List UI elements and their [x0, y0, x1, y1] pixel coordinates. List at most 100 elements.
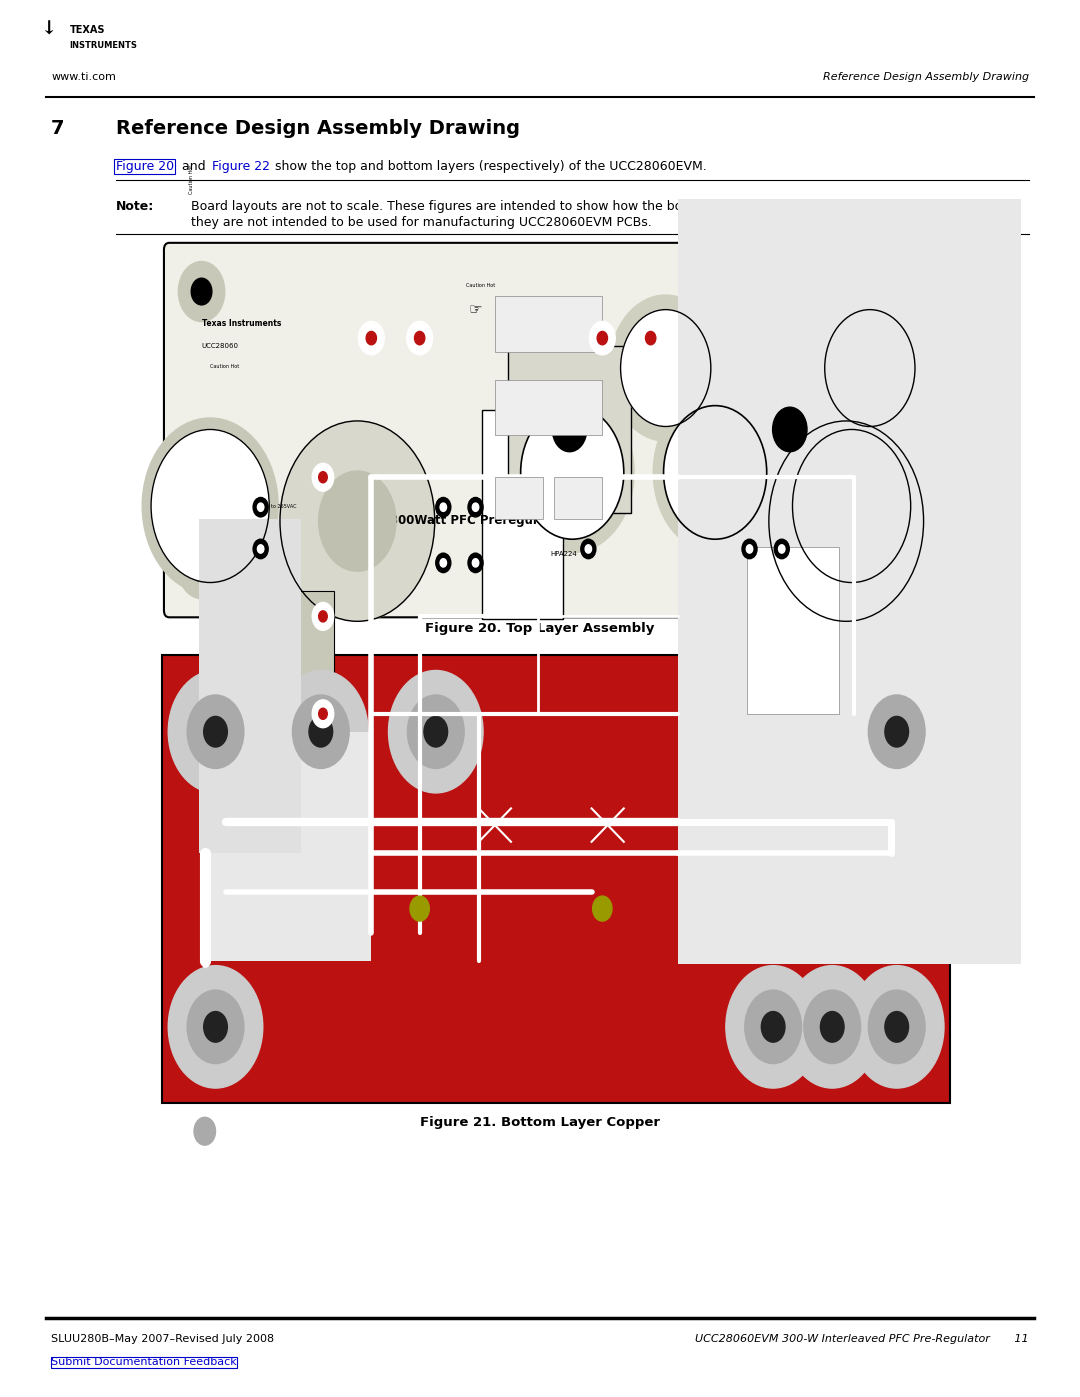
Text: Figure 21. Bottom Layer Copper: Figure 21. Bottom Layer Copper	[420, 1116, 660, 1129]
Circle shape	[312, 602, 334, 630]
Circle shape	[312, 700, 334, 728]
Circle shape	[868, 694, 926, 768]
Circle shape	[204, 1011, 227, 1042]
Circle shape	[769, 420, 923, 622]
Text: UCC28060: UCC28060	[202, 344, 239, 349]
Circle shape	[187, 990, 244, 1063]
Circle shape	[590, 321, 616, 355]
Circle shape	[850, 671, 944, 793]
Circle shape	[885, 1011, 908, 1042]
Bar	[508, 346, 632, 513]
Bar	[495, 296, 603, 352]
Circle shape	[319, 472, 327, 483]
Text: TEXAS: TEXAS	[69, 25, 105, 35]
Circle shape	[825, 310, 915, 426]
Circle shape	[309, 717, 333, 747]
Text: Note:: Note:	[116, 200, 153, 212]
Circle shape	[468, 553, 483, 573]
Circle shape	[389, 671, 483, 793]
Text: 12Vdc IC Bias: 12Vdc IC Bias	[706, 552, 744, 557]
Circle shape	[638, 321, 663, 355]
Circle shape	[280, 420, 435, 622]
Circle shape	[312, 464, 334, 492]
Circle shape	[151, 429, 269, 583]
Circle shape	[868, 990, 926, 1063]
Circle shape	[883, 715, 909, 749]
Circle shape	[597, 331, 607, 345]
Circle shape	[609, 295, 723, 441]
Bar	[276, 606, 298, 619]
Circle shape	[410, 895, 430, 921]
Circle shape	[581, 539, 596, 559]
Circle shape	[435, 553, 450, 573]
Circle shape	[726, 965, 821, 1088]
Circle shape	[663, 405, 767, 539]
Text: 1: 1	[843, 511, 849, 517]
Text: Maximum Load 0.77A: Maximum Load 0.77A	[755, 298, 812, 302]
Circle shape	[885, 717, 908, 747]
Circle shape	[821, 1011, 845, 1042]
Circle shape	[257, 545, 264, 553]
Circle shape	[521, 405, 624, 539]
Circle shape	[424, 717, 447, 747]
Circle shape	[143, 418, 279, 594]
Circle shape	[191, 555, 212, 583]
Text: Reference Design Assembly Drawing: Reference Design Assembly Drawing	[823, 73, 1029, 82]
Bar	[747, 546, 839, 714]
Circle shape	[415, 331, 424, 345]
Circle shape	[293, 694, 349, 768]
Circle shape	[785, 965, 879, 1088]
Circle shape	[366, 331, 377, 345]
Bar	[269, 705, 282, 729]
Text: Reference Design Assembly Drawing: Reference Design Assembly Drawing	[116, 119, 519, 138]
Circle shape	[253, 539, 268, 559]
Circle shape	[621, 310, 711, 426]
Text: Board layouts are not to scale. These figures are intended to show how the board: Board layouts are not to scale. These fi…	[191, 200, 772, 212]
Text: Submit Documentation Feedback: Submit Documentation Feedback	[51, 1358, 237, 1368]
Bar	[495, 478, 543, 518]
Bar	[677, 198, 1022, 964]
Circle shape	[646, 331, 656, 345]
Text: Caution Hot: Caution Hot	[189, 165, 193, 194]
Text: Texas Instruments: Texas Instruments	[202, 320, 281, 328]
Text: 1: 1	[355, 511, 360, 517]
Circle shape	[888, 539, 934, 599]
Text: 300Watt PFC Preregulator: 300Watt PFC Preregulator	[390, 514, 564, 527]
Circle shape	[191, 278, 212, 305]
Text: Input 85VAC to 265VAC: Input 85VAC to 265VAC	[239, 504, 297, 509]
Text: Caution Hot: Caution Hot	[827, 284, 856, 288]
Circle shape	[585, 545, 592, 553]
Circle shape	[407, 321, 433, 355]
Circle shape	[468, 497, 483, 517]
Text: C2: C2	[566, 468, 578, 476]
Circle shape	[253, 497, 268, 517]
Bar	[200, 518, 301, 854]
Circle shape	[194, 1118, 216, 1146]
Bar	[211, 591, 334, 696]
Circle shape	[440, 503, 446, 511]
Bar	[239, 535, 260, 549]
Text: Figure 22: Figure 22	[213, 161, 270, 173]
Circle shape	[653, 393, 777, 553]
Bar	[285, 705, 298, 729]
Text: they are not intended to be used for manufacturing UCC28060EVM PCBs.: they are not intended to be used for man…	[191, 217, 651, 229]
Circle shape	[257, 503, 264, 511]
Bar	[495, 380, 603, 436]
Bar	[554, 478, 603, 518]
Text: Caution Hot: Caution Hot	[465, 284, 495, 288]
Text: Output 390V: Output 390V	[755, 281, 789, 285]
Bar	[162, 655, 950, 1104]
Circle shape	[359, 321, 384, 355]
Circle shape	[774, 539, 789, 559]
Text: VOUT: VOUT	[660, 327, 677, 331]
Bar	[237, 705, 249, 729]
Circle shape	[472, 559, 478, 567]
Circle shape	[511, 393, 634, 553]
Circle shape	[850, 965, 944, 1088]
Circle shape	[593, 895, 612, 921]
Text: Figure 20: Figure 20	[116, 161, 174, 173]
Text: UCC28060EVM 300-W Interleaved PFC Pre-Regulator       11: UCC28060EVM 300-W Interleaved PFC Pre-Re…	[696, 1334, 1029, 1344]
Text: 1: 1	[521, 490, 524, 496]
Circle shape	[779, 545, 785, 553]
Circle shape	[178, 539, 225, 599]
